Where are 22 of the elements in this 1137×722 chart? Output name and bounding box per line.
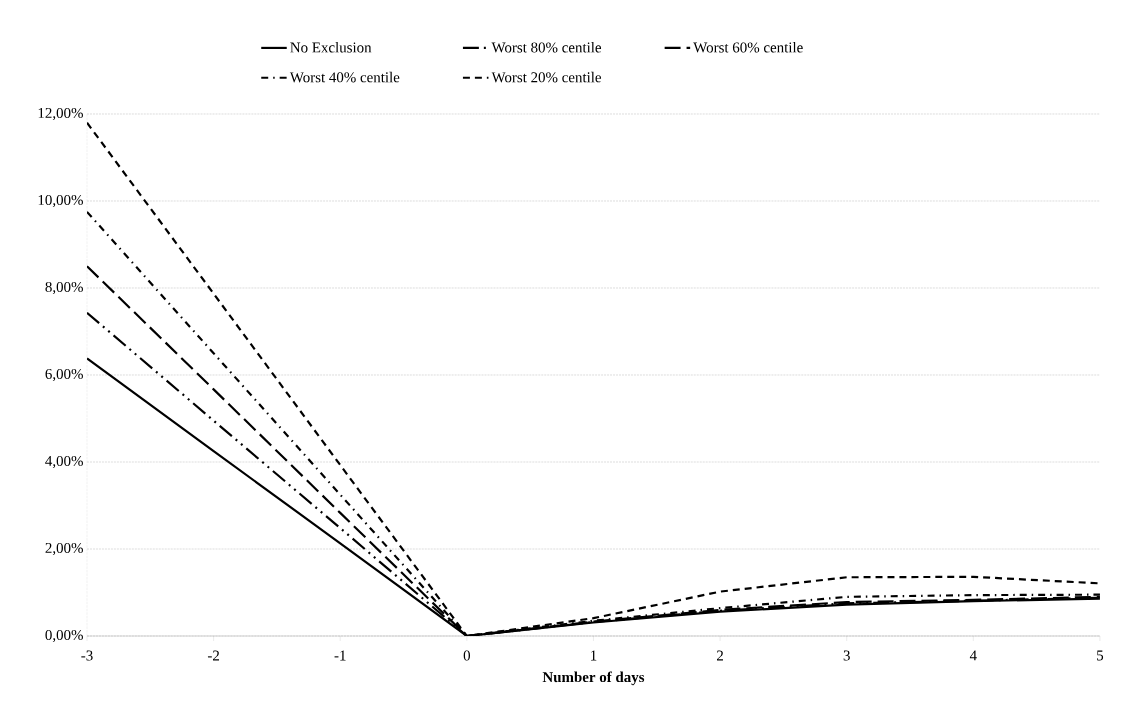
- x-tick-label: 5: [1097, 650, 1104, 661]
- y-tick-label: 6,00%: [45, 368, 83, 382]
- legend-label: Worst 40% centile: [289, 71, 400, 83]
- x-tick-label: 1: [591, 650, 597, 661]
- y-tick-label: 0,00%: [45, 629, 83, 643]
- y-tick-label: 10,00%: [38, 194, 83, 208]
- x-tick-label: -3: [81, 650, 93, 661]
- x-tick-label: -1: [334, 650, 346, 661]
- y-tick-label: 2,00%: [45, 542, 83, 556]
- y-tick-label: 4,00%: [45, 455, 83, 469]
- x-tick-label: 2: [717, 650, 723, 661]
- y-tick-label: 8,00%: [45, 281, 83, 295]
- x-tick-label: 4: [969, 650, 977, 661]
- y-tick-label: 12,00%: [38, 107, 83, 121]
- legend-label: No Exclusion: [290, 42, 372, 53]
- x-tick-label: 3: [843, 650, 850, 661]
- legend-label: Worst 60% centile: [693, 42, 803, 53]
- x-tick-label: 0: [463, 650, 471, 661]
- x-axis-title: Number of days: [542, 671, 645, 686]
- legend-label: Worst 20% centile: [491, 71, 602, 83]
- legend-label: Worst 80% centile: [491, 42, 602, 53]
- x-tick-label: -2: [207, 650, 220, 661]
